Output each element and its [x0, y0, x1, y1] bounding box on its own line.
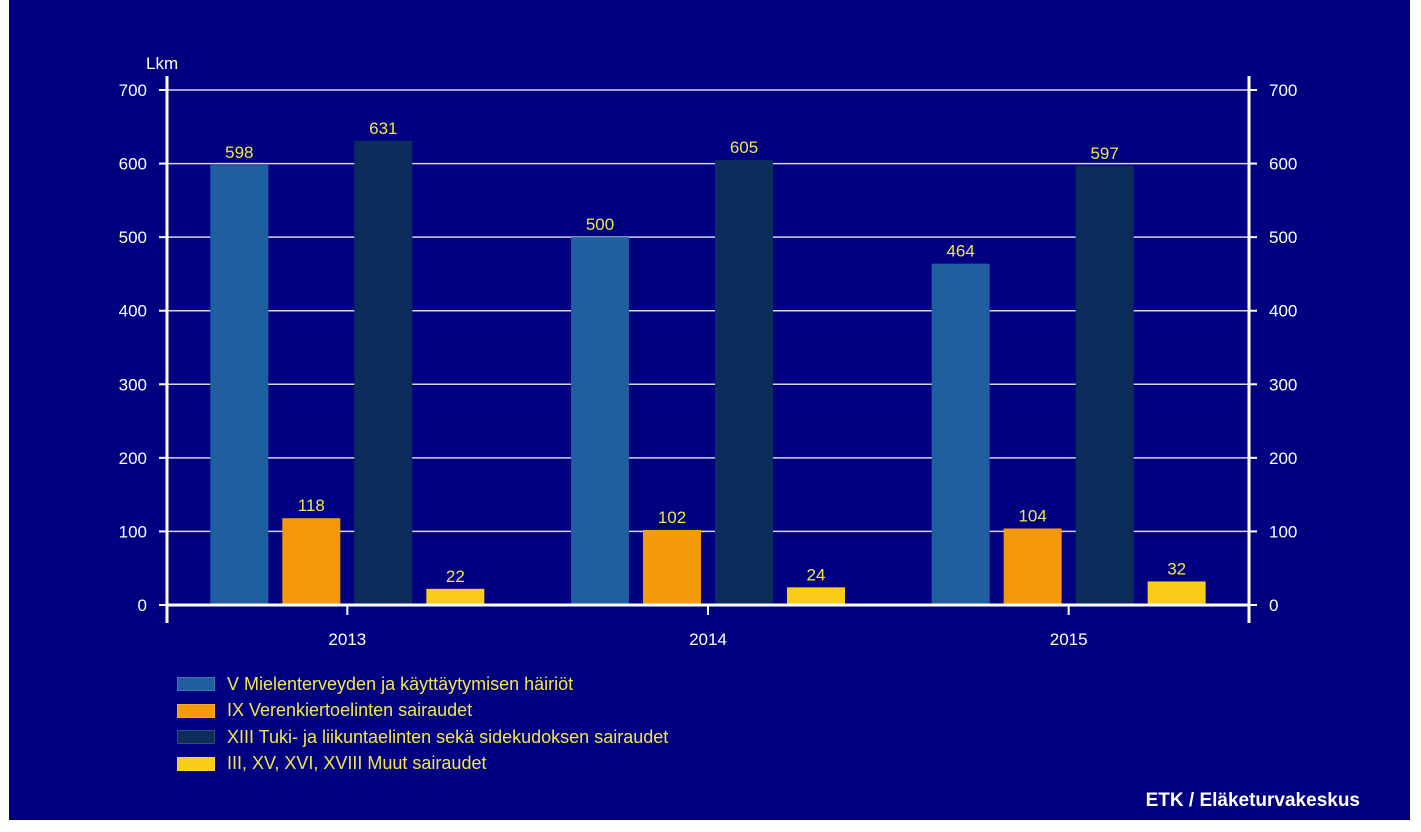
y-right-tick-label: 400: [1269, 302, 1297, 321]
legend-label: IX Verenkiertoelinten sairaudet: [227, 700, 473, 721]
legend-swatch: [177, 730, 215, 745]
bar: [931, 263, 990, 605]
legend-label: XIII Tuki- ja liikuntaelinten sekä sidek…: [227, 726, 669, 747]
legend-item: V Mielenterveyden ja käyttäytymisen häir…: [177, 671, 668, 698]
bar: [715, 159, 773, 605]
bar: [1147, 581, 1206, 605]
y-right-tick-label: 500: [1269, 228, 1297, 247]
y-tick-label: 600: [119, 155, 147, 174]
bar: [210, 165, 269, 606]
y-tick-label: 700: [119, 81, 147, 100]
legend-item: IX Verenkiertoelinten sairaudet: [177, 698, 668, 725]
data-label: 32: [1167, 559, 1186, 578]
axes: [159, 76, 1257, 623]
bar: [1003, 528, 1062, 605]
y-tick-label: 500: [119, 228, 147, 247]
y-right-tick-label: 100: [1269, 522, 1297, 541]
y-tick-label: 400: [119, 302, 147, 321]
y-tick-label: 300: [119, 375, 147, 394]
y-right-tick-label: 700: [1269, 81, 1297, 100]
y-right-tick-label: 600: [1269, 155, 1297, 174]
legend-item: XIII Tuki- ja liikuntaelinten sekä sidek…: [177, 724, 668, 751]
bar: [282, 518, 341, 605]
data-label: 605: [730, 138, 758, 157]
bar-chart: 0 0 100 100 200 200 300 300 400 400 500 500 600 600 70…: [119, 54, 1298, 649]
legend-swatch: [177, 703, 215, 718]
labels: 0 0 100 100 200 200 300 300 400 400 500 500 600 600 70…: [119, 54, 1298, 649]
legend-item: III, XV, XVI, XVIII Muut sairaudet: [177, 751, 668, 778]
data-label: 24: [807, 565, 826, 584]
bar: [643, 529, 701, 605]
bar: [787, 587, 845, 605]
bar: [1075, 165, 1134, 605]
y-tick-label: 100: [119, 522, 147, 541]
bar: [426, 588, 485, 605]
x-tick-label: 2013: [328, 630, 366, 649]
gridlines: [167, 89, 1249, 533]
y-right-tick-label: 200: [1269, 449, 1297, 468]
y-right-tick-label: 0: [1269, 596, 1278, 615]
bar: [571, 237, 629, 605]
data-label: 500: [586, 215, 614, 234]
data-label: 104: [1018, 506, 1046, 525]
bar: [354, 140, 413, 605]
y-right-tick-label: 300: [1269, 375, 1297, 394]
y-tick-label: 0: [138, 596, 147, 615]
bars: [210, 140, 1206, 606]
y-tick-label: 200: [119, 449, 147, 468]
data-label: 631: [369, 119, 397, 138]
data-label: 598: [225, 143, 253, 162]
chart-panel: 0 0 100 100 200 200 300 300 400 400 500 500 600 600 70…: [9, 0, 1410, 820]
legend-label: V Mielenterveyden ja käyttäytymisen häir…: [227, 673, 574, 694]
data-label: 22: [446, 567, 465, 586]
data-label: 118: [298, 496, 325, 515]
data-label: 464: [946, 242, 974, 261]
legend-label: III, XV, XVI, XVIII Muut sairaudet: [227, 753, 487, 774]
source-credit: ETK / Eläketurvakeskus: [1145, 790, 1360, 811]
legend-swatch: [177, 756, 215, 771]
x-tick-label: 2014: [689, 630, 727, 649]
y-axis-label: Lkm: [146, 54, 178, 73]
x-tick-label: 2015: [1050, 630, 1088, 649]
data-label: 597: [1090, 144, 1118, 163]
legend-swatch: [177, 677, 215, 692]
data-label: 102: [658, 508, 686, 527]
legend: V Mielenterveyden ja käyttäytymisen häir…: [177, 671, 668, 777]
